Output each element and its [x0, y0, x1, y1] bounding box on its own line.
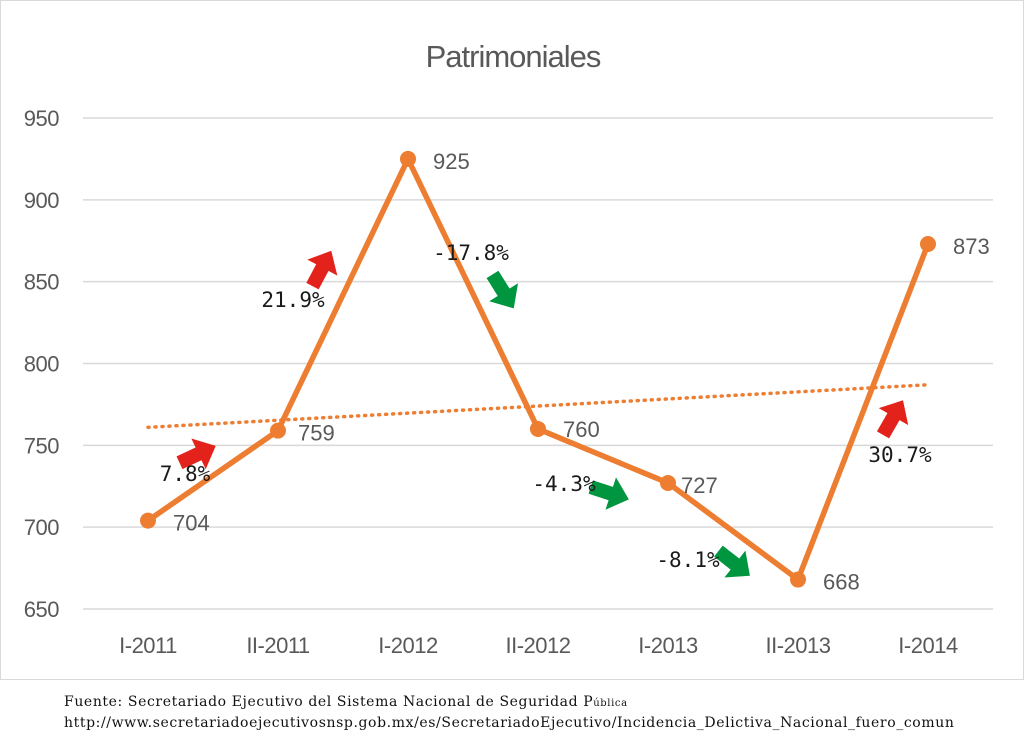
data-point	[660, 474, 676, 491]
change-arrow-down	[714, 545, 750, 578]
data-point	[530, 420, 546, 437]
y-tick-label: 700	[24, 515, 59, 540]
data-label: 760	[563, 417, 600, 442]
change-arrow-down	[486, 270, 519, 309]
change-label: -17.8%	[433, 241, 509, 265]
data-label: 727	[681, 473, 718, 498]
change-label: -4.3%	[532, 472, 596, 496]
line-chart: Patrimoniales 650 700 750 800 850 900 950 I-2011…	[24, 39, 993, 658]
data-point	[270, 422, 286, 439]
y-tick-label: 750	[24, 433, 59, 458]
x-tick-label: I-2014	[898, 633, 958, 658]
y-tick-label: 900	[24, 188, 59, 213]
x-tick-label: I-2012	[378, 633, 438, 658]
data-label: 704	[173, 511, 210, 536]
change-label: -8.1%	[656, 548, 720, 572]
x-tick-label: I-2013	[638, 633, 698, 658]
change-arrow-down	[588, 477, 629, 510]
change-arrow-up	[176, 438, 216, 470]
data-point	[140, 512, 156, 529]
data-label: 925	[433, 149, 470, 174]
footer-source-text: Fuente: Secretariado Ejecutivo del Siste…	[64, 694, 594, 710]
footer-source: Fuente: Secretariado Ejecutivo del Siste…	[64, 694, 628, 710]
data-label: 668	[823, 570, 860, 595]
change-label: 21.9%	[261, 288, 325, 312]
y-tick-label: 800	[24, 352, 59, 377]
y-tick-label: 950	[24, 106, 59, 131]
data-point	[790, 571, 806, 588]
change-arrow-up	[306, 250, 338, 290]
change-label: 30.7%	[868, 443, 932, 467]
footer-source-small: ública	[593, 698, 628, 709]
x-tick-label: II-2011	[246, 633, 310, 658]
x-tick-label: II-2013	[766, 633, 831, 658]
change-label: 7.8%	[160, 462, 211, 486]
y-tick-label: 650	[24, 597, 59, 622]
change-arrow-up	[876, 400, 909, 439]
chart-title: Patrimoniales	[426, 39, 601, 74]
trendline	[146, 383, 930, 430]
x-tick-label: II-2012	[506, 633, 571, 658]
chart-frame: Patrimoniales 650 700 750 800 850 900 950 I-2011…	[0, 0, 1024, 680]
footer-url: http://www.secretariadoejecutivosnsp.gob…	[64, 715, 955, 731]
data-point	[400, 150, 416, 167]
data-label: 759	[298, 421, 335, 446]
series-line	[145, 156, 931, 583]
y-tick-label: 850	[24, 270, 59, 295]
x-tick-label: I-2011	[119, 633, 177, 658]
data-point	[920, 236, 936, 253]
data-label: 873	[953, 234, 990, 259]
